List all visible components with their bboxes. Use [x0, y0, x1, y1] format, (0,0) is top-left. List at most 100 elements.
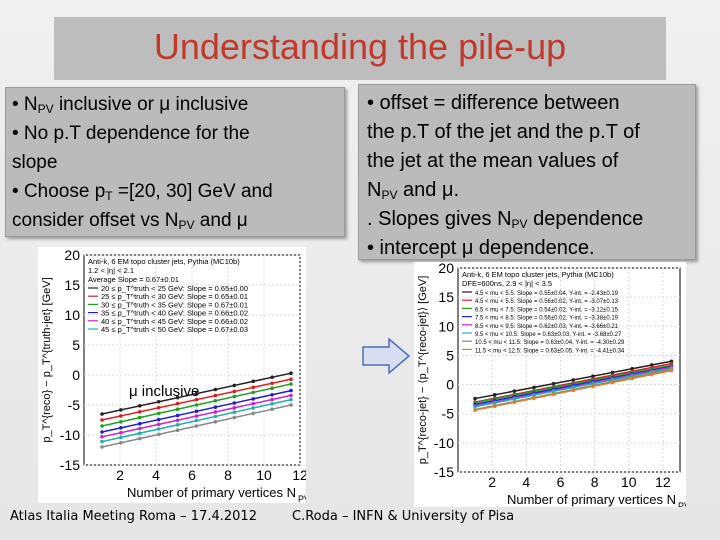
- series-point: [138, 415, 142, 420]
- series-point: [156, 432, 161, 437]
- legend-entry: 4.5 < mu < 5.5: Slope = 0.56±0.02, Y-int…: [475, 299, 619, 305]
- series-point: [138, 431, 142, 435]
- series-point: [175, 407, 180, 411]
- series-point: [100, 445, 104, 449]
- legend-entry: 25 ≤ p_T^truth < 30 GeV: Slope = 0.65±0.…: [101, 292, 248, 301]
- x-tick-label: 12: [655, 474, 671, 490]
- right-arrow-icon: [362, 337, 411, 375]
- plot-annotation: μ inclusive: [129, 383, 199, 400]
- left-line-2: • No p.T dependence for the: [12, 123, 250, 144]
- x-tick-label: 10: [621, 474, 637, 490]
- series-point: [512, 400, 517, 405]
- series-point: [138, 410, 142, 414]
- series-point: [251, 385, 255, 390]
- x-tick-label: 10: [256, 467, 272, 483]
- series-point: [194, 424, 199, 428]
- series-point: [492, 401, 497, 405]
- series-point: [492, 404, 497, 409]
- series-point: [213, 387, 218, 392]
- y-axis-label: p_T^{reco} − p_T^{truth-jet} [GeV]: [41, 277, 53, 442]
- series-point: [289, 388, 293, 393]
- y-axis-label: p_T^{reco-jet} − ⟨p_T^{reco-jet}⟩ [GeV]: [417, 276, 429, 465]
- series-point: [100, 430, 104, 434]
- series-point: [194, 403, 199, 407]
- series-point: [289, 393, 293, 398]
- series-point: [251, 411, 255, 416]
- series-point: [669, 368, 674, 373]
- chart-mu-inclusive-svg: -15 -10 -5 0 5 10 15 20 2 4 6 8 10 12 Anti-k, 6 EM top…: [41, 247, 310, 504]
- series-point: [492, 393, 497, 397]
- series-point: [175, 401, 180, 406]
- series-point: [194, 414, 199, 418]
- plot-header-text: Anti-k, 6 EM topo cluster jets, Pythia (…: [88, 257, 240, 266]
- legend-entry: 6.5 < mu < 7.5: Slope = 0.54±0.02, Y-int…: [475, 307, 619, 313]
- series-point: [251, 397, 255, 401]
- legend-entry: 30 ≤ p_T^truth < 35 GeV: Slope = 0.67±0.…: [101, 300, 248, 309]
- series-point: [213, 414, 218, 419]
- right-line-4: NPV and μ.: [367, 179, 460, 202]
- series-point: [213, 393, 218, 398]
- y-tick-label: 5: [72, 337, 80, 353]
- footer-author: C.Roda – INFN & University of Pisa: [292, 509, 515, 524]
- y-tick-label: -15: [60, 457, 80, 473]
- y-tick-label: 10: [438, 318, 454, 334]
- series-point: [551, 381, 556, 386]
- series-point: [270, 392, 274, 397]
- series-point: [532, 385, 536, 390]
- series-point: [100, 435, 104, 439]
- legend-entry: 10.5 < mu < 11.5: Slope = 0.63±0.04, Y-i…: [475, 340, 625, 346]
- series-point: [156, 399, 161, 404]
- series-point: [270, 402, 274, 406]
- x-tick-label: 8: [224, 467, 232, 483]
- series-point: [213, 420, 218, 424]
- series-point: [512, 389, 517, 393]
- series-point: [232, 406, 237, 410]
- series-point: [156, 411, 161, 416]
- series-point: [289, 377, 293, 381]
- series-point: [289, 382, 293, 386]
- series-point: [251, 401, 255, 406]
- y-tick-label: -15: [434, 464, 454, 480]
- right-line-6: • intercept μ dependence.: [367, 237, 595, 259]
- series-point: [473, 408, 477, 413]
- y-tick-label: 20: [64, 247, 80, 263]
- series-point: [138, 404, 142, 408]
- legend-entry: 20 ≤ p_T^truth < 25 GeV: Slope = 0.65±0.…: [101, 284, 248, 293]
- series-point: [100, 412, 104, 416]
- series-point: [289, 371, 293, 375]
- series-point: [119, 441, 123, 445]
- x-axis-label-sub: PV: [298, 494, 306, 503]
- series-point: [630, 366, 634, 371]
- series-point: [100, 439, 104, 444]
- left-text-box: • NPV inclusive or μ inclusive • No p.T …: [5, 87, 345, 237]
- series-point: [119, 426, 123, 430]
- series-point: [138, 421, 142, 426]
- series-point: [630, 376, 634, 381]
- legend-entry: 45 ≤ p_T^truth < 50 GeV: Slope = 0.67±0.…: [101, 325, 248, 334]
- x-tick-label: 4: [522, 474, 530, 490]
- slide-title: Understanding the pile-up: [153, 26, 567, 67]
- series-point: [512, 397, 517, 401]
- series-point: [175, 418, 180, 423]
- chart-mu-bins-svg: -15 -10 -5 0 5 10 15 20 2 4 6 8 10 12 Anti-k, 6 EM top…: [417, 260, 690, 511]
- series-point: [232, 401, 237, 405]
- series-point: [591, 374, 595, 378]
- series-point: [156, 417, 161, 422]
- left-line-5: consider offset vs NPV and μ: [12, 210, 248, 232]
- series-point: [175, 428, 180, 432]
- series-point: [194, 409, 199, 414]
- x-tick-label: 6: [557, 474, 565, 490]
- series-point: [175, 395, 180, 400]
- plot-header-text: Average Slope = 0.67±0.01: [88, 275, 179, 284]
- y-tick-label: -5: [68, 397, 81, 413]
- series-point: [119, 408, 123, 412]
- series-point: [175, 413, 180, 418]
- x-tick-label: 12: [292, 467, 306, 483]
- y-tick-label: 15: [438, 289, 454, 305]
- y-tick-label: -10: [60, 427, 80, 443]
- y-tick-label: 10: [64, 307, 80, 323]
- x-axis-label: Number of primary vertices N: [507, 492, 676, 507]
- legend-entry: 4.5 < mu < 5.5: Slope = 0.55±0.04, Y-int…: [475, 291, 619, 297]
- series-point: [571, 378, 576, 382]
- series-point: [175, 423, 180, 427]
